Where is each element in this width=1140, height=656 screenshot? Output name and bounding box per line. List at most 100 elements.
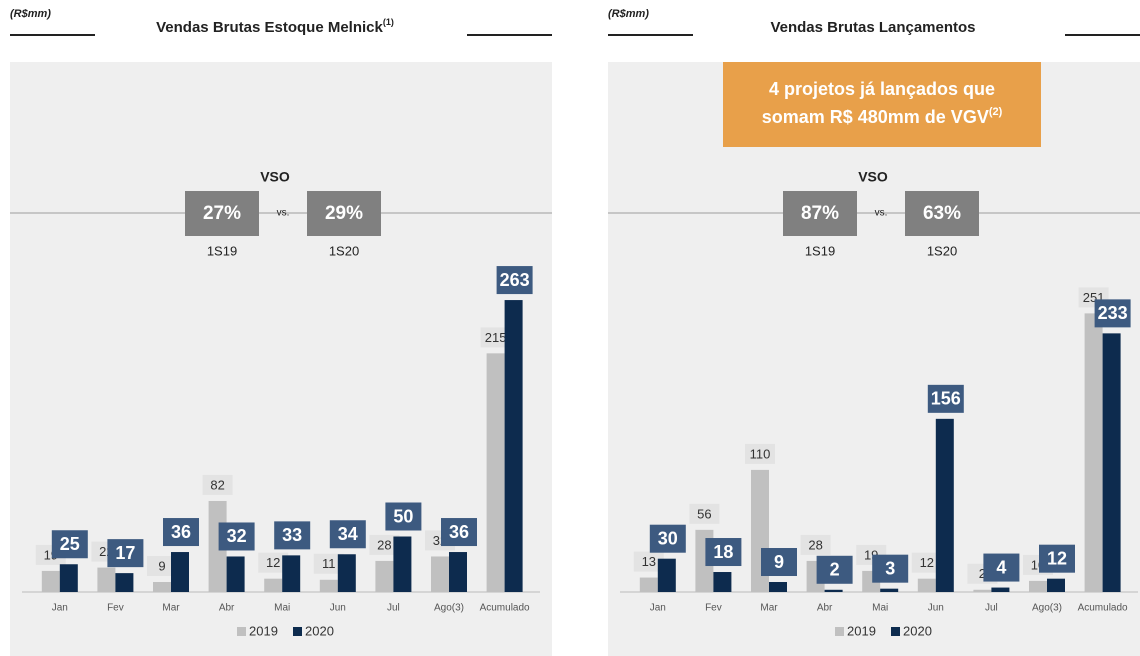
vso-value: 29% — [325, 203, 363, 224]
annotation: somam R$ 480mm de VGV(2) — [762, 106, 1003, 127]
vso-label: VSO — [858, 169, 888, 185]
x-tick-label: Fev — [705, 603, 722, 614]
legend-label: 2020 — [903, 623, 932, 638]
unit: (R$mm) — [608, 8, 649, 20]
value-label: 2 — [979, 566, 986, 581]
value-label-bg — [51, 530, 88, 559]
value-label-bg — [1039, 544, 1075, 573]
value-label: 34 — [338, 524, 358, 544]
vso-sep: vs. — [277, 208, 290, 219]
bar — [337, 554, 356, 592]
value-label: 215 — [485, 330, 507, 345]
bar — [880, 588, 899, 592]
value-label: 4 — [996, 557, 1006, 577]
legend-label: 2019 — [847, 623, 876, 638]
value-label: 13 — [642, 554, 656, 569]
value-label: 30 — [658, 528, 678, 548]
title-text: Vendas Brutas Lançamentos — [770, 19, 975, 36]
bar — [1084, 313, 1103, 592]
legend-label: 2019 — [249, 623, 278, 638]
bar — [973, 589, 992, 592]
bar — [657, 558, 676, 592]
value-label: 110 — [750, 446, 771, 461]
value-label-bg — [800, 534, 831, 555]
bar — [991, 587, 1010, 592]
value-label-bg — [329, 520, 366, 549]
bar — [375, 560, 394, 592]
title-text: Vendas Brutas Estoque Melnick — [156, 19, 383, 36]
annotation: 4 projetos já lançados que — [769, 79, 995, 99]
bar — [59, 564, 78, 592]
x-tick-label: Mar — [760, 603, 778, 614]
value-label: 9 — [774, 552, 784, 572]
value-label: 3 — [885, 558, 895, 578]
value-label-bg — [441, 518, 477, 547]
value-label: 12 — [1047, 548, 1067, 568]
bar — [713, 572, 732, 592]
value-label: 50 — [393, 506, 413, 526]
bar — [264, 578, 283, 592]
x-tick-label: Acumulado — [480, 603, 530, 614]
value-label: 11 — [322, 556, 336, 571]
value-label: 82 — [210, 477, 224, 492]
bar — [639, 577, 658, 592]
bar — [171, 552, 189, 592]
vso-period: 1S19 — [805, 243, 835, 258]
bar — [226, 556, 245, 592]
vso-box — [905, 191, 979, 236]
value-label-bg — [983, 553, 1020, 582]
vso-label: VSO — [260, 169, 290, 185]
x-tick-label: Jul — [387, 603, 400, 614]
value-label-bg — [202, 474, 233, 495]
value-label: 18 — [713, 542, 733, 562]
value-label-bg — [689, 503, 720, 524]
legend-swatch — [835, 627, 844, 636]
value-label: 28 — [808, 537, 822, 552]
x-tick-label: Mar — [162, 603, 180, 614]
x-tick-label: Acumulado — [1078, 603, 1128, 614]
bar — [486, 353, 505, 592]
value-label-bg — [745, 443, 775, 464]
value-label: 32 — [227, 526, 247, 546]
value-label-bg — [872, 554, 909, 583]
x-tick-label: Mai — [872, 603, 888, 614]
chart-title: Vendas Brutas Lançamentos — [770, 19, 975, 36]
legend-label: 2020 — [305, 623, 334, 638]
value-label: 17 — [115, 543, 135, 563]
annotation-note: (2) — [989, 106, 1003, 118]
value-label-bg — [649, 524, 686, 553]
value-label: 56 — [697, 506, 711, 521]
vso-box — [307, 191, 381, 236]
bar — [41, 570, 60, 592]
x-tick-label: Jan — [650, 603, 666, 614]
annotation-line: 4 projetos já lançados que — [769, 79, 995, 99]
value-label-bg — [911, 552, 942, 573]
x-tick-label: Abr — [219, 603, 235, 614]
bar — [282, 555, 301, 592]
bar — [393, 536, 412, 592]
value-label-bg — [274, 521, 311, 550]
value-label-bg — [163, 518, 199, 547]
vso-box — [185, 191, 259, 236]
vso-period: 1S19 — [207, 243, 237, 258]
value-label: 25 — [60, 534, 80, 554]
bar — [504, 300, 523, 592]
x-tick-label: Ago(3) — [434, 603, 464, 614]
value-label: 2 — [830, 560, 840, 580]
value-label-bg — [927, 384, 964, 413]
value-label-bg — [496, 266, 533, 295]
annotation-box — [723, 62, 1041, 147]
bar — [1047, 578, 1065, 592]
value-label-bg — [761, 548, 797, 577]
x-tick-label: Jul — [985, 603, 998, 614]
vso-period: 1S20 — [329, 243, 359, 258]
vso-value: 63% — [923, 203, 961, 224]
x-tick-label: Jun — [330, 603, 346, 614]
x-tick-label: Abr — [817, 603, 833, 614]
title-note: (1) — [383, 17, 394, 27]
x-tick-label: Mai — [274, 603, 290, 614]
chart-title: Vendas Brutas Estoque Melnick(1) — [156, 17, 394, 36]
x-tick-label: Fev — [107, 603, 124, 614]
bar — [1029, 580, 1047, 592]
